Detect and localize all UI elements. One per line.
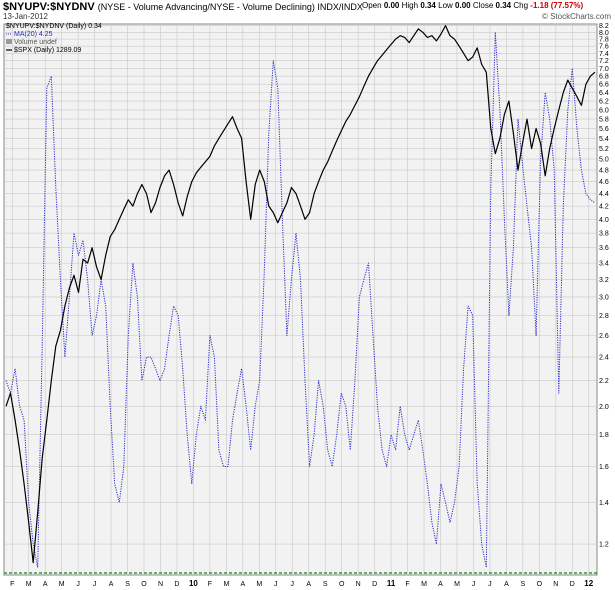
y-tick-label: 7.0 [599, 66, 609, 73]
x-tick-label: J [472, 581, 476, 588]
x-tick-label: A [504, 581, 509, 588]
y-tick-label: 6.4 [599, 90, 609, 97]
y-tick-label: 2.2 [599, 378, 609, 385]
x-tick-label: O [537, 581, 543, 588]
x-tick-label: A [241, 581, 246, 588]
chart-date: 13-Jan-2012 [3, 12, 48, 21]
high-label: High [401, 1, 419, 10]
y-tick-label: 8.2 [599, 23, 609, 30]
y-tick-label: 4.6 [599, 179, 609, 186]
y-tick-label: 6.8 [599, 74, 609, 81]
x-tick-label: S [521, 581, 526, 588]
y-tick-label: 1.6 [599, 464, 609, 471]
y-tick-label: 7.2 [599, 58, 609, 65]
x-tick-label: O [141, 581, 147, 588]
x-tick-label: A [43, 581, 48, 588]
chart-title: $NYUPV:$NYDNV (NYSE - Volume Advancing/N… [3, 1, 363, 13]
x-tick-label: J [291, 581, 295, 588]
spx-series-line [5, 25, 596, 564]
close-value: 0.34 [495, 1, 512, 10]
y-tick-label: 3.4 [599, 261, 609, 268]
legend-spx: $SPX (Daily) 1289.09 [14, 47, 81, 54]
ohlc-readout: Open 0.00 High 0.34 Low 0.00 Close 0.34 … [362, 1, 583, 10]
x-tick-label: O [339, 581, 345, 588]
y-tick-label: 5.6 [599, 126, 609, 133]
y-tick-label: 2.4 [599, 355, 609, 362]
x-tick-label: J [76, 581, 80, 588]
x-tick-label: A [306, 581, 311, 588]
x-tick-label: A [438, 581, 443, 588]
y-tick-label: 7.4 [599, 51, 609, 58]
y-tick-label: 5.0 [599, 157, 609, 164]
x-tick-label: D [570, 581, 575, 588]
x-tick-label: 10 [189, 579, 198, 588]
y-tick-label: 1.4 [599, 500, 609, 507]
x-tick-label: 12 [584, 579, 593, 588]
x-tick-label: F [10, 581, 14, 588]
x-tick-label: M [421, 581, 427, 588]
y-tick-label: 4.2 [599, 204, 609, 211]
plot-area [3, 23, 598, 576]
high-value: 0.34 [420, 1, 436, 10]
y-tick-label: 3.6 [599, 245, 609, 252]
y-tick-label: 3.2 [599, 277, 609, 284]
y-tick-label: 4.4 [599, 191, 609, 198]
y-tick-label: 6.0 [599, 107, 609, 114]
x-tick-label: J [488, 581, 492, 588]
y-tick-label: 3.8 [599, 231, 609, 238]
low-label: Low [438, 1, 453, 10]
close-label: Close [472, 1, 494, 10]
low-value: 0.00 [455, 1, 471, 10]
y-tick-label: 8.0 [599, 30, 609, 37]
x-tick-label: S [323, 581, 328, 588]
x-tick-label: J [93, 581, 97, 588]
open-label: Open [362, 1, 382, 10]
x-tick-label: F [208, 581, 212, 588]
ma-series-line [5, 31, 596, 568]
chart-header: $NYUPV:$NYDNV (NYSE - Volume Advancing/N… [0, 0, 615, 22]
y-tick-label: 2.8 [599, 313, 609, 320]
y-tick-label: 7.8 [599, 37, 609, 44]
y-tick-label: 7.6 [599, 44, 609, 51]
y-tick-label: 5.8 [599, 117, 609, 124]
y-tick-label: 1.2 [599, 542, 609, 549]
open-value: 0.00 [383, 1, 400, 10]
y-tick-label: 6.6 [599, 82, 609, 89]
x-tick-label: D [372, 581, 377, 588]
x-tick-label: N [158, 581, 163, 588]
chg-value: -1.18 (77.57%) [530, 1, 584, 10]
legend-ma: MA(20) 4.25 [14, 31, 53, 38]
y-tick-label: 6.2 [599, 99, 609, 106]
x-tick-label: M [223, 581, 229, 588]
legend-main: $NYUPV:$NYDNV (Daily) 0.34 [6, 23, 102, 30]
x-tick-label: M [454, 581, 460, 588]
x-tick-label: J [274, 581, 278, 588]
x-tick-label: S [125, 581, 130, 588]
y-tick-label: 2.6 [599, 333, 609, 340]
symbol-description: (NYSE - Volume Advancing/NYSE - Volume D… [97, 2, 363, 12]
symbol-label: $NYUPV:$NYDNV [3, 1, 95, 13]
x-tick-label: M [256, 581, 262, 588]
y-tick-label: 2.0 [599, 404, 609, 411]
x-tick-label: M [59, 581, 65, 588]
chg-label: Chg [513, 1, 529, 10]
x-tick-label: N [553, 581, 558, 588]
y-tick-label: 3.0 [599, 294, 609, 301]
brand-label: © StockCharts.com [541, 12, 611, 21]
y-tick-label: 4.0 [599, 217, 609, 224]
x-tick-label: D [174, 581, 179, 588]
x-tick-label: M [26, 581, 32, 588]
x-tick-label: F [405, 581, 409, 588]
legend-volume: Volume undef [14, 39, 57, 46]
x-tick-label: A [109, 581, 114, 588]
y-tick-label: 5.2 [599, 146, 609, 153]
y-tick-label: 5.4 [599, 136, 609, 143]
legend-swatch-volume [6, 39, 12, 44]
y-tick-label: 1.8 [599, 432, 609, 439]
x-tick-label: 11 [387, 579, 396, 588]
x-tick-label: N [356, 581, 361, 588]
y-tick-label: 4.8 [599, 168, 609, 175]
